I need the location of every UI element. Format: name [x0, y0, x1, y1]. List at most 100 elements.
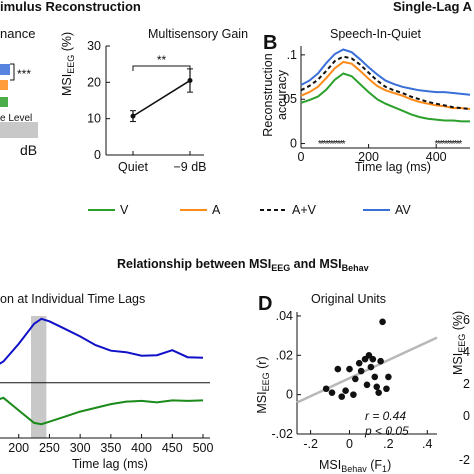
lags-xtick-label: 250	[39, 441, 60, 455]
scatter-point	[379, 318, 386, 326]
gain-xtick-label: Quiet	[118, 160, 148, 174]
lags-highlight-band	[31, 316, 47, 438]
gain-ytick-label: 10	[87, 112, 101, 126]
siq-series-av	[300, 48, 471, 96]
scatter-point	[342, 387, 349, 395]
scatter-point	[385, 373, 392, 381]
scatter-point	[369, 355, 377, 363]
scatter-point	[383, 385, 390, 393]
legend-label: V	[120, 203, 129, 217]
right-fragment-ylabel: MSIEEG (%)	[451, 311, 467, 375]
scatter-point	[334, 365, 342, 373]
scatter-ylabel: MSIEEG (r)	[255, 356, 271, 413]
left-fragment-bar-av	[0, 64, 10, 75]
lags-xtick-label: 300	[70, 441, 91, 455]
scatter-plot-area: -.02 0 .02 .04 -.2 0 .2 .4	[271, 309, 438, 451]
gain-plot-area: 0 10 20 30 Quiet −9 dB **	[87, 39, 206, 174]
gain-point	[130, 113, 136, 119]
right-fragment-tick-label: 2	[463, 377, 470, 391]
right-fragment-panel: MSIEEG (%) 6 4 2 0 -2	[451, 311, 470, 467]
siq-ytick-label: .05	[280, 92, 297, 106]
gain-ytick-label: 20	[87, 75, 101, 89]
multisensory-gain-chart: Multisensory Gain MSIEEG (%) 0 10 20 30 Quie…	[60, 27, 248, 174]
siq-xtick-label: 200	[358, 150, 379, 164]
scatter-point	[338, 393, 346, 400]
right-fragment-tick-label: 6	[463, 313, 470, 327]
siq-series-a	[300, 60, 471, 110]
siq-ylabel-line1: Reconstruction	[261, 53, 275, 136]
scatter-point	[375, 389, 382, 396]
middle-title: Relationship between MSIEEG and MSIBehav	[117, 257, 369, 273]
left-fragment-bar-v	[0, 97, 8, 107]
scatter-stat-r: r = 0.44	[365, 409, 406, 423]
left-section-title: imulus Reconstruction	[0, 0, 141, 14]
gain-title: Multisensory Gain	[148, 27, 248, 41]
scatter-point	[367, 363, 375, 371]
scatter-xtick-label: 0	[346, 437, 353, 451]
scatter-point	[357, 367, 365, 375]
gain-sig-label: **	[157, 53, 167, 67]
lags-xtick-label: 200	[8, 441, 29, 455]
lags-xlabel: Time lag (ms)	[72, 457, 148, 471]
siq-title: Speech-In-Quiet	[330, 27, 422, 41]
siq-xlabel: Time lag (ms)	[355, 160, 431, 174]
siq-ytick-label: 0	[290, 137, 297, 151]
scatter-xtick-label: -.2	[303, 437, 318, 451]
left-fragment-sig: ***	[17, 67, 31, 81]
scatter-xtick-label: .2	[383, 437, 393, 451]
time-lags-chart: on at Individual Time Lags Time lag (ms)…	[0, 292, 213, 471]
siq-xtick-label: 400	[426, 150, 447, 164]
left-fragment-db: dB	[20, 142, 37, 158]
speech-in-quiet-chart: Speech-In-Quiet Reconstruction accuracy …	[261, 27, 471, 174]
siq-xtick-label: 0	[298, 150, 305, 164]
siq-series-aplusv	[300, 55, 471, 110]
scatter-point	[355, 359, 363, 367]
lags-xtick-label: 450	[162, 441, 183, 455]
right-fragment-tick-label: 0	[463, 409, 470, 423]
right-fragment-tick-label: 4	[463, 345, 470, 359]
scatter-point	[328, 389, 336, 396]
legend-label: AV	[395, 203, 411, 217]
siq-ylabel-line2: accuracy	[275, 69, 289, 120]
left-fragment-label: nance	[0, 26, 35, 41]
scatter-point	[373, 383, 381, 391]
left-fragment-level: e Level	[0, 113, 32, 124]
scatter-point	[346, 365, 353, 373]
gain-ytick-label: 0	[94, 148, 101, 162]
legend: V A A+V AV	[88, 203, 411, 217]
scatter-title: Original Units	[311, 292, 386, 306]
gain-ylabel: MSIEEG (%)	[60, 32, 76, 96]
left-fragment-bar-a	[0, 80, 8, 90]
panel-label-b: B	[263, 32, 277, 54]
lags-plot-area: 200 250 300 350 400 450 500	[0, 316, 213, 455]
right-fragment-tick-label: -2	[459, 453, 470, 467]
siq-plot-area: 0.05.10 200 400*********** ***********	[280, 46, 471, 164]
legend-label: A	[212, 203, 221, 217]
scatter-ytick-label: .04	[276, 309, 293, 323]
scatter-ytick-label: -.02	[271, 427, 293, 441]
gain-series-line	[132, 79, 191, 117]
scatter-point	[377, 357, 384, 365]
siq-series-v	[300, 72, 470, 123]
scatter-fit-line	[296, 336, 438, 404]
siq-sig-markers: ***********	[435, 139, 463, 150]
scatter-point	[322, 385, 330, 393]
scatter-point	[350, 391, 357, 398]
lags-xtick-label: 500	[193, 441, 214, 455]
lags-xtick-label: 350	[100, 441, 121, 455]
left-fragment-panel: nance *** e Level dB	[0, 26, 38, 158]
left-fragment-bracket	[10, 63, 15, 81]
gain-xtick-label: −9 dB	[173, 160, 206, 174]
lags-series-upper	[0, 317, 204, 365]
siq-sig-markers: ***********	[318, 139, 346, 150]
gain-point	[187, 78, 193, 84]
scatter-ytick-label: .02	[276, 348, 293, 362]
original-units-scatter: Original Units MSIEEG (r) MSIBehav (F1) …	[255, 292, 438, 474]
scatter-ytick-label: 0	[286, 388, 293, 402]
scatter-stat-p: p < 0.05	[364, 424, 409, 438]
lags-series-lower	[0, 396, 204, 426]
siq-ytick-label: .1	[287, 48, 297, 62]
gain-ytick-label: 30	[87, 39, 101, 53]
scatter-point	[363, 381, 371, 389]
scatter-point	[352, 375, 359, 383]
